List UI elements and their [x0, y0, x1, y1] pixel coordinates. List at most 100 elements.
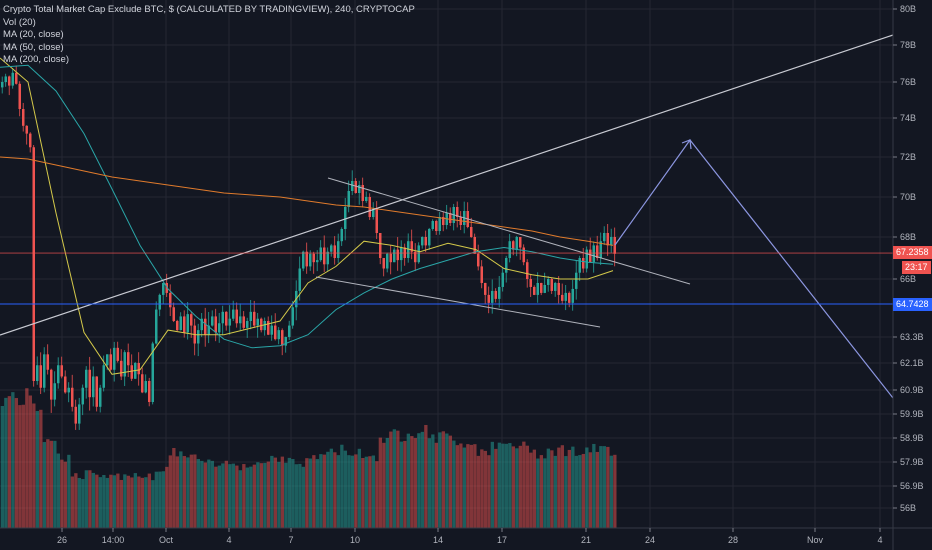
projection-arrow[interactable] — [614, 139, 894, 399]
x-tick-label: 17 — [497, 535, 507, 545]
indicator-ma50[interactable]: MA (50, close) — [3, 41, 64, 53]
candle-body — [473, 237, 476, 254]
volume-bar — [543, 458, 547, 528]
candle-body — [449, 213, 452, 223]
candle-body — [571, 288, 574, 303]
y-tick-label: 56B — [900, 503, 916, 513]
candle-body — [354, 181, 357, 193]
volume-bar — [98, 477, 102, 528]
volume-bar — [172, 448, 176, 528]
volume-bar — [392, 429, 396, 528]
rising-trendline[interactable] — [0, 34, 894, 336]
volume-bar — [441, 431, 445, 528]
volume-bar — [273, 457, 277, 528]
candle-body — [109, 354, 112, 370]
candle-body — [218, 323, 221, 333]
candle-body — [267, 320, 270, 335]
candle-body — [204, 318, 207, 335]
volume-bar — [249, 466, 253, 528]
candle-body — [540, 282, 543, 293]
candle-body — [375, 209, 378, 233]
candle-body — [365, 197, 368, 201]
volume-bar — [312, 455, 316, 528]
candle-body — [15, 72, 18, 84]
drawings[interactable] — [0, 34, 894, 399]
candle-body — [337, 241, 340, 258]
volume-bars — [0, 388, 617, 528]
time-axis[interactable]: 26 14:00 Oct 4 7 10 14 17 21 24 28 Nov 4 — [0, 527, 932, 545]
y-tick-label: 80B — [900, 4, 916, 14]
volume-bar — [361, 457, 365, 528]
volume-bar — [574, 455, 578, 528]
candle-body — [561, 294, 564, 301]
candle-body — [505, 258, 508, 273]
candle-body — [263, 320, 266, 331]
volume-bar — [515, 448, 519, 528]
volume-bar — [95, 474, 99, 528]
volume-bar — [140, 477, 144, 528]
volume-bar — [389, 431, 393, 528]
candle-body — [533, 286, 536, 295]
candle-body — [442, 217, 445, 225]
candle-body — [32, 147, 35, 381]
volume-bar — [112, 475, 116, 528]
volume-bar — [480, 449, 484, 528]
x-tick-label: 24 — [645, 535, 655, 545]
volume-bar — [151, 480, 155, 528]
candle-body — [22, 109, 25, 126]
candle-body — [214, 316, 217, 333]
volume-bar — [119, 479, 123, 528]
y-tick-label: 59.9B — [900, 409, 924, 419]
volume-bar — [137, 476, 141, 528]
candle-body — [386, 253, 389, 269]
volume-bar — [21, 404, 25, 528]
volume-bar — [438, 432, 442, 528]
candle-body — [11, 72, 14, 86]
volume-bar — [508, 443, 512, 528]
candle-body — [102, 365, 105, 388]
x-tick-label: 28 — [728, 535, 738, 545]
candle-body — [543, 284, 546, 293]
indicator-ma200[interactable]: MA (200, close) — [3, 54, 69, 65]
candle-body — [253, 311, 256, 326]
candle-body — [172, 307, 175, 321]
volume-bar — [207, 459, 211, 528]
candle-body — [512, 241, 515, 250]
candle-body — [207, 325, 210, 335]
channel-lower-line[interactable] — [315, 276, 601, 328]
candle-body — [312, 253, 315, 263]
volume-bar — [126, 475, 130, 528]
candle-body — [67, 387, 70, 393]
candle-body — [508, 241, 511, 258]
candle-body — [550, 279, 553, 291]
candle-body — [169, 292, 172, 308]
candle-body — [316, 260, 319, 263]
volume-bar — [557, 447, 561, 528]
candle-body — [123, 352, 126, 377]
volume-bar — [242, 464, 246, 528]
indicator-volume[interactable]: Vol (20) — [3, 16, 36, 28]
candle-body — [396, 249, 399, 261]
x-tick-label: 26 — [57, 535, 67, 545]
candle-body — [39, 365, 42, 388]
price-axis[interactable]: 80B 78B 76B 74B 72B 70B 68B 66B 63.3B 62.1B 60.9B 5… — [892, 0, 924, 550]
volume-bar — [403, 440, 407, 528]
volume-bar — [396, 430, 400, 528]
volume-bar — [473, 444, 477, 528]
volume-bar — [599, 446, 603, 528]
candle-body — [372, 209, 375, 217]
channel-upper-line[interactable] — [327, 177, 691, 285]
volume-bar — [585, 447, 589, 528]
volume-bar — [154, 471, 158, 528]
candle-body — [568, 292, 571, 303]
volume-bar — [315, 459, 319, 528]
indicator-ma20[interactable]: MA (20, close) — [3, 29, 64, 40]
candle-body — [211, 316, 214, 326]
volume-bar — [420, 431, 424, 528]
volume-bar — [564, 456, 568, 528]
candle-body — [330, 245, 333, 252]
volume-bar — [567, 449, 571, 528]
candle-body — [417, 245, 420, 263]
volume-bar — [259, 463, 263, 528]
